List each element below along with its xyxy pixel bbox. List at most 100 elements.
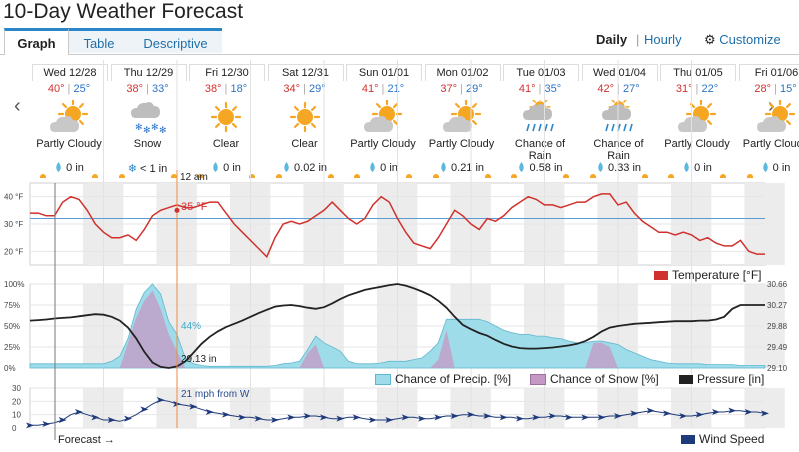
condition-text: Clear bbox=[212, 138, 240, 150]
wind-arrow bbox=[548, 413, 557, 419]
wind-arrow bbox=[91, 414, 100, 421]
precip-amount: 0 in bbox=[660, 162, 734, 174]
condition-text: Partly Cloudy bbox=[742, 138, 799, 150]
high-temp: 28° bbox=[754, 83, 771, 95]
hourly-toggle[interactable]: Hourly bbox=[644, 32, 682, 47]
day-temps: 41° | 35° bbox=[503, 83, 577, 95]
pressure-tick-label: 30.66 bbox=[767, 280, 788, 289]
precip-value: 0.02 in bbox=[294, 162, 328, 174]
precip-value: 0 in bbox=[223, 162, 241, 174]
day-temps: 28° | 15° bbox=[739, 83, 799, 95]
precip-value: 0.33 in bbox=[608, 162, 642, 174]
temp-separator: | bbox=[535, 83, 545, 95]
sun-marker-icon bbox=[589, 174, 596, 178]
rain-drop-icon bbox=[761, 162, 773, 174]
low-temp: 18° bbox=[230, 83, 248, 95]
wind-tick-label: 30 bbox=[12, 384, 21, 393]
snow-icon: ✻ ✻ ✻ ✻ bbox=[128, 100, 168, 135]
low-temp: 15° bbox=[779, 83, 797, 95]
wind-arrow bbox=[761, 410, 769, 417]
precip-amount: 0 in bbox=[32, 162, 106, 174]
temp-tick-label: 30 °F bbox=[4, 220, 23, 229]
sun-marker-icon bbox=[118, 174, 125, 178]
partly-cloudy-icon bbox=[677, 98, 717, 134]
wind-arrow bbox=[336, 415, 345, 422]
precip-legend-swatch bbox=[375, 374, 391, 386]
wind-arrow bbox=[467, 411, 475, 418]
day-temps: 34° | 29° bbox=[268, 83, 342, 95]
wind-arrow bbox=[434, 414, 443, 421]
svg-text:✻: ✻ bbox=[135, 122, 143, 132]
low-temp: 22° bbox=[701, 83, 719, 95]
temperature-legend: Temperature [°F] bbox=[654, 268, 762, 282]
precip-amount: ❄ < 1 in bbox=[111, 162, 185, 175]
sun-marker-icon bbox=[354, 174, 360, 178]
wind-arrow bbox=[287, 414, 296, 421]
high-temp: 41° bbox=[518, 83, 536, 95]
temp-tick-label: 40 °F bbox=[4, 193, 23, 202]
precip-tick-label: 50% bbox=[4, 322, 20, 331]
wind-arrow bbox=[26, 422, 34, 429]
prev-arrow-button[interactable]: ‹ bbox=[14, 95, 21, 117]
sun-marker-icon bbox=[40, 174, 46, 178]
sun-marker-icon bbox=[249, 174, 255, 178]
condition-text: Clear bbox=[291, 138, 318, 150]
sun-marker-icon bbox=[170, 174, 177, 178]
condition-text: Snow bbox=[133, 138, 162, 150]
precip-value: < 1 in bbox=[140, 163, 168, 175]
wind-arrow bbox=[401, 414, 410, 421]
rain-drop-icon bbox=[517, 162, 529, 174]
customize-label: Customize bbox=[719, 32, 781, 47]
pressure-legend-label: Pressure [in] bbox=[697, 372, 765, 386]
wind-arrow bbox=[450, 413, 459, 419]
wind-arrow bbox=[679, 413, 688, 419]
tab-graph[interactable]: Graph bbox=[4, 28, 69, 55]
day-temps: 38° | 33° bbox=[111, 83, 185, 95]
sun-marker-icon bbox=[720, 174, 726, 178]
low-temp: 29° bbox=[465, 83, 483, 95]
sun-marker-icon bbox=[511, 174, 517, 178]
wind-arrow bbox=[75, 409, 83, 415]
svg-text:✻: ✻ bbox=[143, 125, 151, 134]
wind-arrow bbox=[728, 407, 737, 414]
sun-marker-icon bbox=[92, 174, 98, 178]
day-temps: 37° | 29° bbox=[425, 83, 499, 95]
customize-button[interactable]: ⚙ Customize bbox=[704, 32, 781, 48]
precip-legend: Chance of Precip. [%] bbox=[375, 372, 511, 386]
day-header: Wed 12/28 bbox=[32, 64, 108, 81]
tab-descriptive[interactable]: Descriptive bbox=[129, 28, 222, 53]
high-temp: 41° bbox=[361, 83, 379, 95]
precip-tick-label: 0% bbox=[4, 364, 16, 373]
svg-text:✻: ✻ bbox=[159, 125, 167, 134]
wind-arrow bbox=[614, 413, 622, 419]
sun-marker-icon bbox=[563, 174, 569, 178]
day-header: Thu 01/05 bbox=[660, 64, 736, 81]
precip-amount: 0.21 in bbox=[425, 162, 499, 174]
wind-arrow bbox=[744, 409, 753, 415]
hover-precip-label: 44% bbox=[181, 321, 201, 332]
wind-arrow bbox=[565, 414, 573, 421]
precip-tick-label: 100% bbox=[4, 280, 24, 289]
temp-separator: | bbox=[221, 83, 231, 95]
temperature-legend-swatch bbox=[654, 271, 668, 281]
precip-value: 0 in bbox=[66, 162, 84, 174]
wind-arrow bbox=[516, 415, 524, 422]
temp-separator: | bbox=[771, 83, 780, 95]
wind-arrow bbox=[712, 409, 720, 415]
daily-toggle[interactable]: Daily bbox=[596, 32, 628, 47]
hover-pressure-label: 29.13 in bbox=[181, 354, 217, 365]
tab-table[interactable]: Table bbox=[69, 28, 129, 53]
day-header: Thu 12/29 bbox=[110, 64, 187, 81]
temp-separator: | bbox=[692, 83, 702, 95]
wind-legend: Wind Speed bbox=[681, 432, 764, 446]
wind-legend-swatch bbox=[681, 435, 695, 445]
wind-arrow bbox=[532, 414, 541, 421]
precip-value: 0 in bbox=[380, 162, 398, 174]
sun-marker-icon bbox=[197, 174, 203, 178]
wind-tick-label: 10 bbox=[12, 411, 21, 420]
wind-arrow bbox=[581, 414, 590, 421]
wind-arrow bbox=[369, 417, 377, 423]
wind-arrow bbox=[222, 411, 230, 418]
precip-value: 0 in bbox=[772, 162, 791, 174]
precip-value: 0 in bbox=[694, 162, 712, 174]
